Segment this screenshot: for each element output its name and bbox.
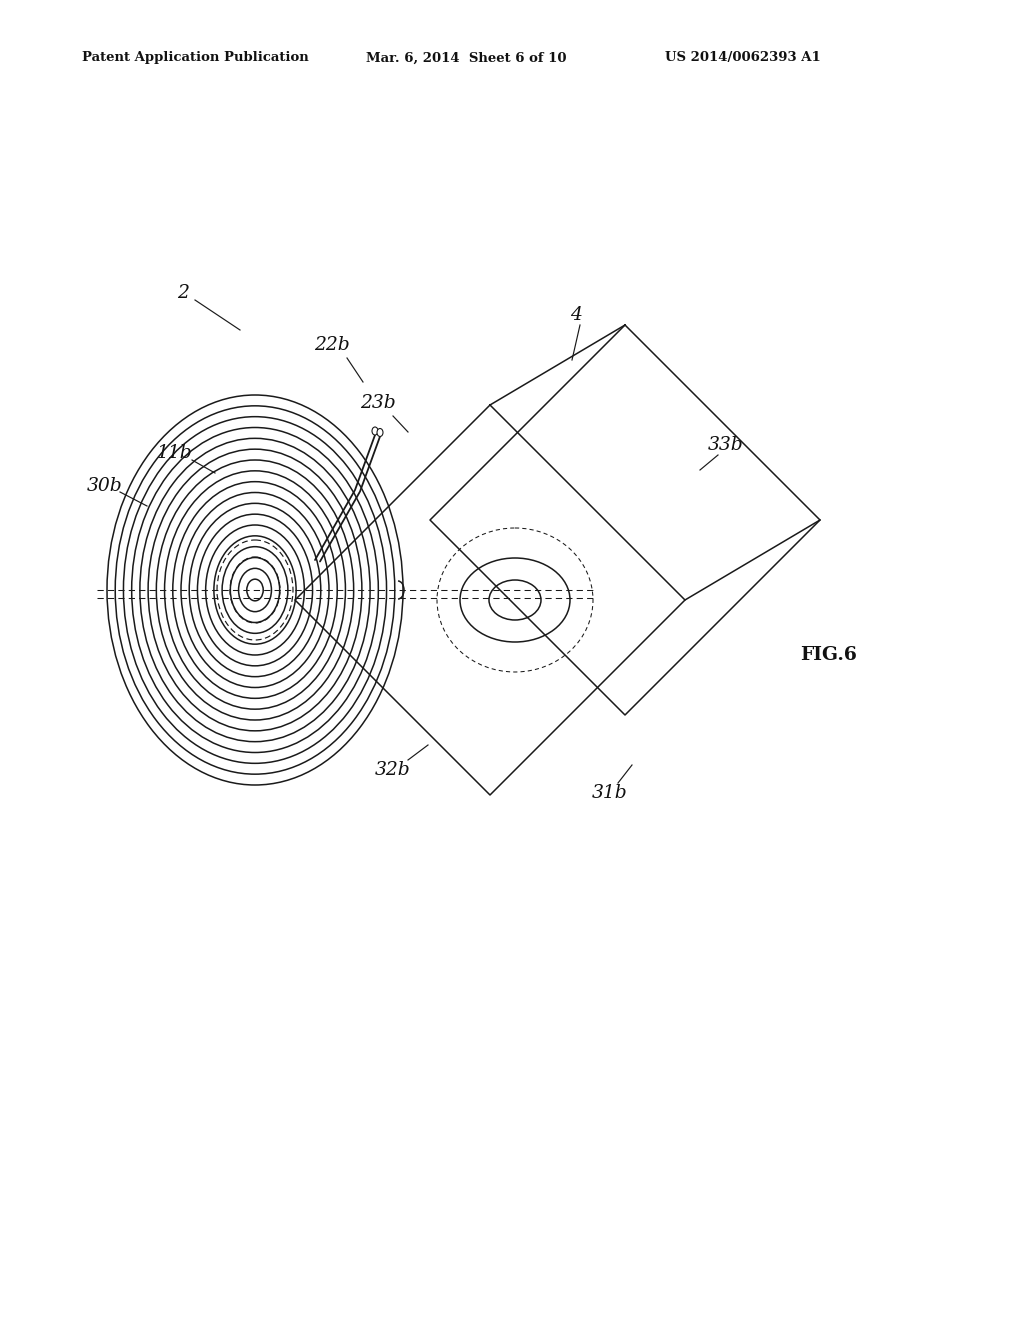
Text: 2: 2 [177, 284, 189, 302]
Text: 22b: 22b [314, 337, 350, 354]
Text: Patent Application Publication: Patent Application Publication [82, 51, 309, 65]
Text: US 2014/0062393 A1: US 2014/0062393 A1 [665, 51, 821, 65]
Text: Mar. 6, 2014  Sheet 6 of 10: Mar. 6, 2014 Sheet 6 of 10 [366, 51, 566, 65]
Text: 32b: 32b [375, 762, 411, 779]
Text: FIG.6: FIG.6 [800, 645, 857, 664]
Ellipse shape [377, 429, 383, 437]
Text: 31b: 31b [592, 784, 628, 803]
Text: 23b: 23b [360, 393, 396, 412]
Text: 30b: 30b [87, 477, 123, 495]
Text: 33b: 33b [709, 436, 743, 454]
Ellipse shape [372, 426, 378, 436]
Text: 4: 4 [570, 306, 582, 323]
Text: 11b: 11b [157, 444, 193, 462]
